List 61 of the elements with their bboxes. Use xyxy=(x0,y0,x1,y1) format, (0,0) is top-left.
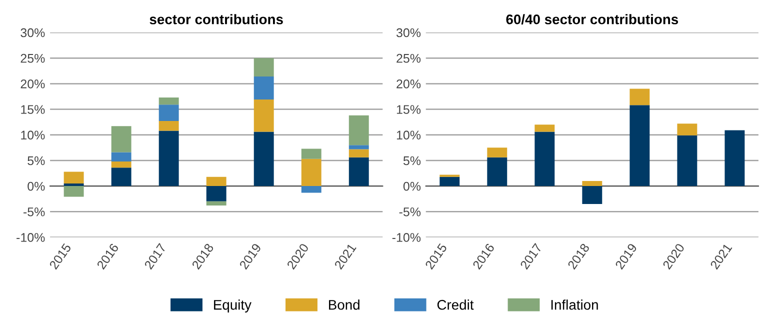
legend-label: Credit xyxy=(437,300,474,310)
bar xyxy=(64,172,84,184)
bar xyxy=(487,157,508,186)
bar xyxy=(111,126,132,152)
bar xyxy=(111,161,132,168)
y-tick-label: -5% xyxy=(24,208,45,216)
bar xyxy=(677,135,698,186)
bar xyxy=(301,158,322,186)
y-tick-label: 15% xyxy=(396,105,421,114)
bar xyxy=(487,148,508,158)
bar xyxy=(206,186,226,202)
bar xyxy=(348,157,369,186)
bar xyxy=(111,152,132,162)
bar xyxy=(630,105,650,186)
y-tick-label: 5% xyxy=(28,156,45,166)
bar xyxy=(206,201,226,206)
chart-title: sector contributions xyxy=(150,14,283,24)
legend-label: Equity xyxy=(214,300,252,312)
legend-label: Inflation xyxy=(551,300,598,310)
bar xyxy=(630,88,650,106)
y-tick-label: 15% xyxy=(21,105,45,114)
y-tick-label: 20% xyxy=(20,79,45,88)
bar xyxy=(301,186,322,193)
bar xyxy=(111,168,132,186)
y-tick-label: -10% xyxy=(392,233,421,242)
y-tick-label: -10% xyxy=(16,233,45,242)
y-tick-label: -5% xyxy=(399,208,421,216)
bar xyxy=(158,98,179,105)
bar xyxy=(348,149,369,158)
bar xyxy=(254,58,274,77)
chart-title: 60/40 sector contributions xyxy=(506,14,678,24)
y-tick-label: 20% xyxy=(396,79,421,88)
bar xyxy=(254,76,274,100)
bar xyxy=(158,121,179,131)
bar xyxy=(254,100,274,132)
bar xyxy=(724,130,745,186)
bar xyxy=(206,176,226,186)
bar xyxy=(301,148,322,159)
bar xyxy=(158,130,179,186)
bar xyxy=(254,132,274,186)
y-tick-label: 10% xyxy=(21,130,45,140)
bar xyxy=(64,184,84,186)
bar xyxy=(440,176,460,186)
legend-label: Bond xyxy=(329,300,360,310)
bar xyxy=(582,186,602,204)
bar xyxy=(582,180,602,186)
y-tick-label: 30% xyxy=(396,28,421,38)
y-tick-label: 25% xyxy=(396,54,421,63)
y-tick-label: 10% xyxy=(396,130,421,140)
bar xyxy=(64,186,84,197)
bar xyxy=(348,145,369,150)
y-tick-label: 25% xyxy=(20,54,45,63)
y-tick-label: 0% xyxy=(28,182,45,191)
bar xyxy=(348,115,369,146)
bar xyxy=(534,124,555,132)
y-tick-label: 0% xyxy=(403,182,421,191)
bar xyxy=(677,124,698,136)
y-tick-label: 30% xyxy=(20,28,45,38)
bar xyxy=(534,132,555,186)
y-tick-label: 5% xyxy=(403,156,421,166)
bar xyxy=(158,104,179,122)
